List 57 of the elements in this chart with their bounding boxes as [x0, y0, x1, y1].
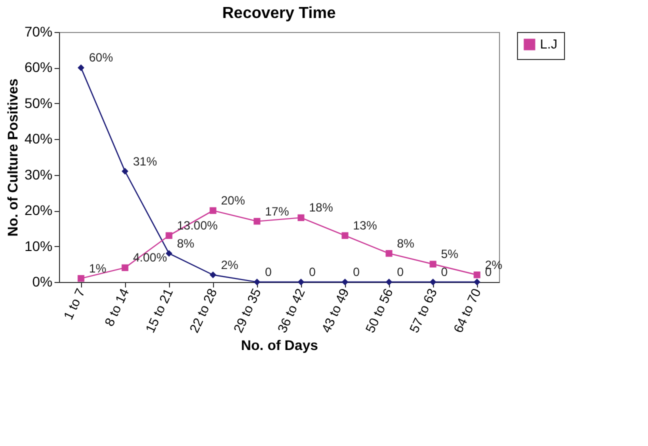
y-tick-label: 70% — [24, 24, 52, 40]
x-tick-label: 15 to 21 — [142, 286, 176, 336]
data-label: 18% — [309, 200, 334, 215]
y-tick-label: 30% — [24, 166, 52, 182]
data-label: 2% — [221, 258, 239, 272]
x-tick-label: 36 to 42 — [274, 286, 308, 336]
legend-label: L.J — [540, 36, 558, 52]
point — [342, 278, 348, 286]
data-label: 17% — [265, 204, 290, 218]
y-tick-label: 60% — [24, 59, 52, 76]
data-label: 13% — [353, 218, 378, 233]
data-label: 31% — [133, 154, 158, 168]
point — [122, 264, 128, 272]
data-label: 8% — [177, 236, 195, 250]
data-label: 20% — [221, 194, 246, 208]
data-label: 0 — [353, 265, 360, 279]
point — [166, 232, 172, 239]
y-tick-label: 20% — [24, 202, 52, 218]
x-tick-label: 57 to 63 — [406, 286, 440, 336]
point — [474, 278, 480, 286]
y-axis-title: No. of Culture Positives — [4, 78, 20, 236]
y-tick-label: 40% — [24, 130, 52, 147]
point — [298, 214, 304, 222]
x-axis-title: No. of Days — [240, 337, 318, 354]
point — [254, 218, 260, 225]
x-tick-label: 22 to 28 — [186, 286, 220, 336]
chart-title: Recovery Time — [222, 5, 336, 22]
point — [78, 275, 84, 282]
x-tick-label: 29 to 35 — [230, 286, 264, 336]
x-tick-label: 43 to 49 — [318, 286, 352, 336]
point — [474, 272, 480, 278]
x-tick-label: 8 to 14 — [101, 286, 132, 328]
y-tick-label: 10% — [24, 238, 52, 254]
data-label: 5% — [441, 247, 459, 262]
point — [430, 278, 436, 286]
point — [122, 168, 128, 175]
data-label: 0 — [309, 265, 316, 279]
point — [254, 278, 260, 286]
data-label: 8% — [397, 236, 415, 250]
data-label: 0 — [265, 265, 272, 279]
data-label: 1% — [89, 261, 107, 276]
data-label: 60% — [89, 50, 114, 65]
point — [78, 64, 84, 72]
point — [386, 278, 392, 286]
data-label: 0 — [397, 265, 404, 279]
x-tick-label: 1 to 7 — [60, 286, 88, 322]
x-tick-label: 50 to 56 — [362, 286, 396, 336]
point — [342, 232, 348, 239]
y-tick-label: 0% — [32, 274, 52, 290]
point — [298, 278, 304, 286]
point — [210, 207, 216, 214]
y-tick-label: 50% — [24, 94, 52, 111]
x-tick-label: 64 to 70 — [450, 286, 484, 336]
point — [386, 250, 392, 257]
point — [210, 272, 216, 278]
point — [430, 260, 436, 268]
data-label: 0 — [441, 265, 448, 279]
